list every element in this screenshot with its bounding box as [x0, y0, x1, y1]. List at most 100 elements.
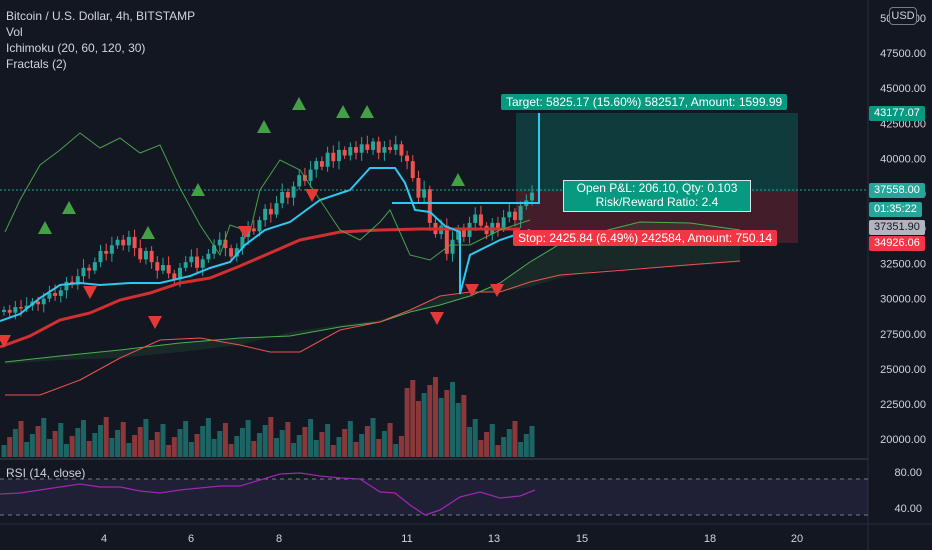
- candle-body: [160, 264, 165, 271]
- volume-bars: [1, 377, 535, 457]
- volume-bar: [518, 442, 524, 457]
- fractal-down-marker: [305, 189, 319, 202]
- candle-body: [399, 144, 404, 156]
- price-tick-label: 25000.00: [880, 364, 926, 376]
- fractal-up-marker: [451, 173, 465, 186]
- volume-bar: [1, 445, 7, 457]
- candle-body: [240, 236, 245, 249]
- candle-body: [104, 250, 109, 254]
- volume-bar: [188, 442, 194, 457]
- candle-body: [342, 149, 347, 156]
- volume-bar: [319, 432, 325, 457]
- volume-bar: [478, 440, 484, 457]
- target-label[interactable]: Target: 5825.17 (15.60%) 582517, Amount:…: [501, 94, 788, 110]
- volume-bar: [12, 429, 18, 457]
- volume-bar: [313, 440, 319, 457]
- candle-body: [314, 161, 319, 170]
- ichimoku-cloud: [5, 222, 740, 364]
- fractal-down-marker: [490, 284, 504, 297]
- vol-indicator-label[interactable]: Vol: [6, 25, 23, 39]
- time-tick-label: 18: [704, 533, 716, 545]
- time-tick-label: 13: [488, 533, 500, 545]
- volume-bar: [506, 429, 512, 457]
- candle-body: [473, 214, 478, 223]
- volume-bar: [228, 444, 234, 457]
- time-tick-label: 11: [401, 533, 412, 545]
- price-tick-label: 32500.00: [880, 259, 926, 271]
- volume-bar: [285, 422, 291, 457]
- candle-body: [285, 192, 290, 198]
- candle-body: [354, 147, 358, 153]
- volume-bar: [495, 445, 501, 457]
- risk-reward-line: Risk/Reward Ratio: 2.4: [595, 195, 719, 209]
- volume-bar: [80, 420, 86, 457]
- candle-body: [427, 189, 432, 223]
- volume-bar: [183, 421, 189, 457]
- volume-bar: [296, 435, 302, 457]
- fractal-up-marker: [360, 105, 374, 118]
- candle-body: [212, 245, 217, 254]
- volume-bar: [41, 418, 47, 457]
- price-tick-label: 20000.00: [880, 434, 926, 446]
- volume-bar: [251, 441, 257, 457]
- volume-bar: [484, 432, 490, 457]
- symbol-title[interactable]: Bitcoin / U.S. Dollar, 4h, BITSTAMP: [6, 9, 196, 23]
- volume-bar: [427, 385, 433, 457]
- volume-bar: [35, 426, 41, 457]
- candle-body: [7, 309, 12, 313]
- volume-bar: [75, 428, 81, 457]
- fractal-down-marker: [83, 286, 97, 299]
- volume-bar: [154, 432, 160, 457]
- candle-body: [189, 256, 194, 263]
- price-tick-label: 42500.00: [880, 118, 926, 130]
- volume-bar: [421, 393, 427, 457]
- candle-body: [478, 214, 483, 226]
- candle-body: [24, 305, 29, 309]
- volume-bar: [217, 431, 223, 457]
- candle-body: [217, 239, 222, 246]
- volume-bar: [137, 427, 143, 457]
- pnl-box[interactable]: Open P&L: 206.10, Qty: 0.103 Risk/Reward…: [563, 180, 751, 212]
- volume-bar: [120, 422, 126, 457]
- candle-body: [47, 293, 52, 299]
- price-tick-label: 47500.00: [880, 48, 926, 60]
- candle-body: [206, 253, 211, 260]
- volume-bar: [234, 436, 240, 457]
- candle-body: [183, 262, 188, 268]
- rsi-tick-label: 80.00: [894, 467, 922, 479]
- volume-bar: [18, 421, 24, 457]
- fractal-down-marker: [430, 312, 444, 325]
- volume-bar: [115, 430, 121, 457]
- time-axis[interactable]: 4 6 8 11 13 15 18 20: [101, 533, 803, 545]
- kijun-sen-line: [0, 227, 520, 349]
- volume-bar: [432, 377, 438, 457]
- candle-body: [461, 228, 466, 237]
- volume-bar: [359, 434, 365, 457]
- candle-body: [172, 273, 177, 280]
- candle-body: [331, 152, 336, 162]
- volume-bar: [387, 423, 393, 457]
- rsi-indicator-label[interactable]: RSI (14, close): [6, 466, 86, 480]
- volume-bar: [126, 443, 132, 457]
- volume-bar: [415, 401, 421, 457]
- price-tick-label: 30000.00: [880, 294, 926, 306]
- volume-bar: [24, 442, 30, 457]
- candle-body: [376, 141, 381, 153]
- volume-bar: [393, 444, 399, 457]
- candle-body: [268, 208, 273, 215]
- candle-body: [348, 147, 353, 156]
- volume-bar: [325, 424, 331, 457]
- candle-body: [274, 203, 279, 215]
- fractal-up-marker: [62, 201, 76, 214]
- fractals-indicator-label[interactable]: Fractals (2): [6, 57, 67, 71]
- volume-bar: [472, 419, 478, 457]
- currency-button[interactable]: USD: [889, 7, 917, 25]
- stop-label[interactable]: Stop: 2425.84 (6.49%) 242584, Amount: 75…: [513, 230, 778, 246]
- candle-body: [382, 147, 387, 153]
- pnl-line: Open P&L: 206.10, Qty: 0.103: [576, 181, 738, 195]
- candle-body: [155, 262, 160, 271]
- candle-body: [336, 149, 341, 162]
- candle-body: [195, 256, 200, 268]
- ichimoku-indicator-label[interactable]: Ichimoku (20, 60, 120, 30): [6, 41, 146, 55]
